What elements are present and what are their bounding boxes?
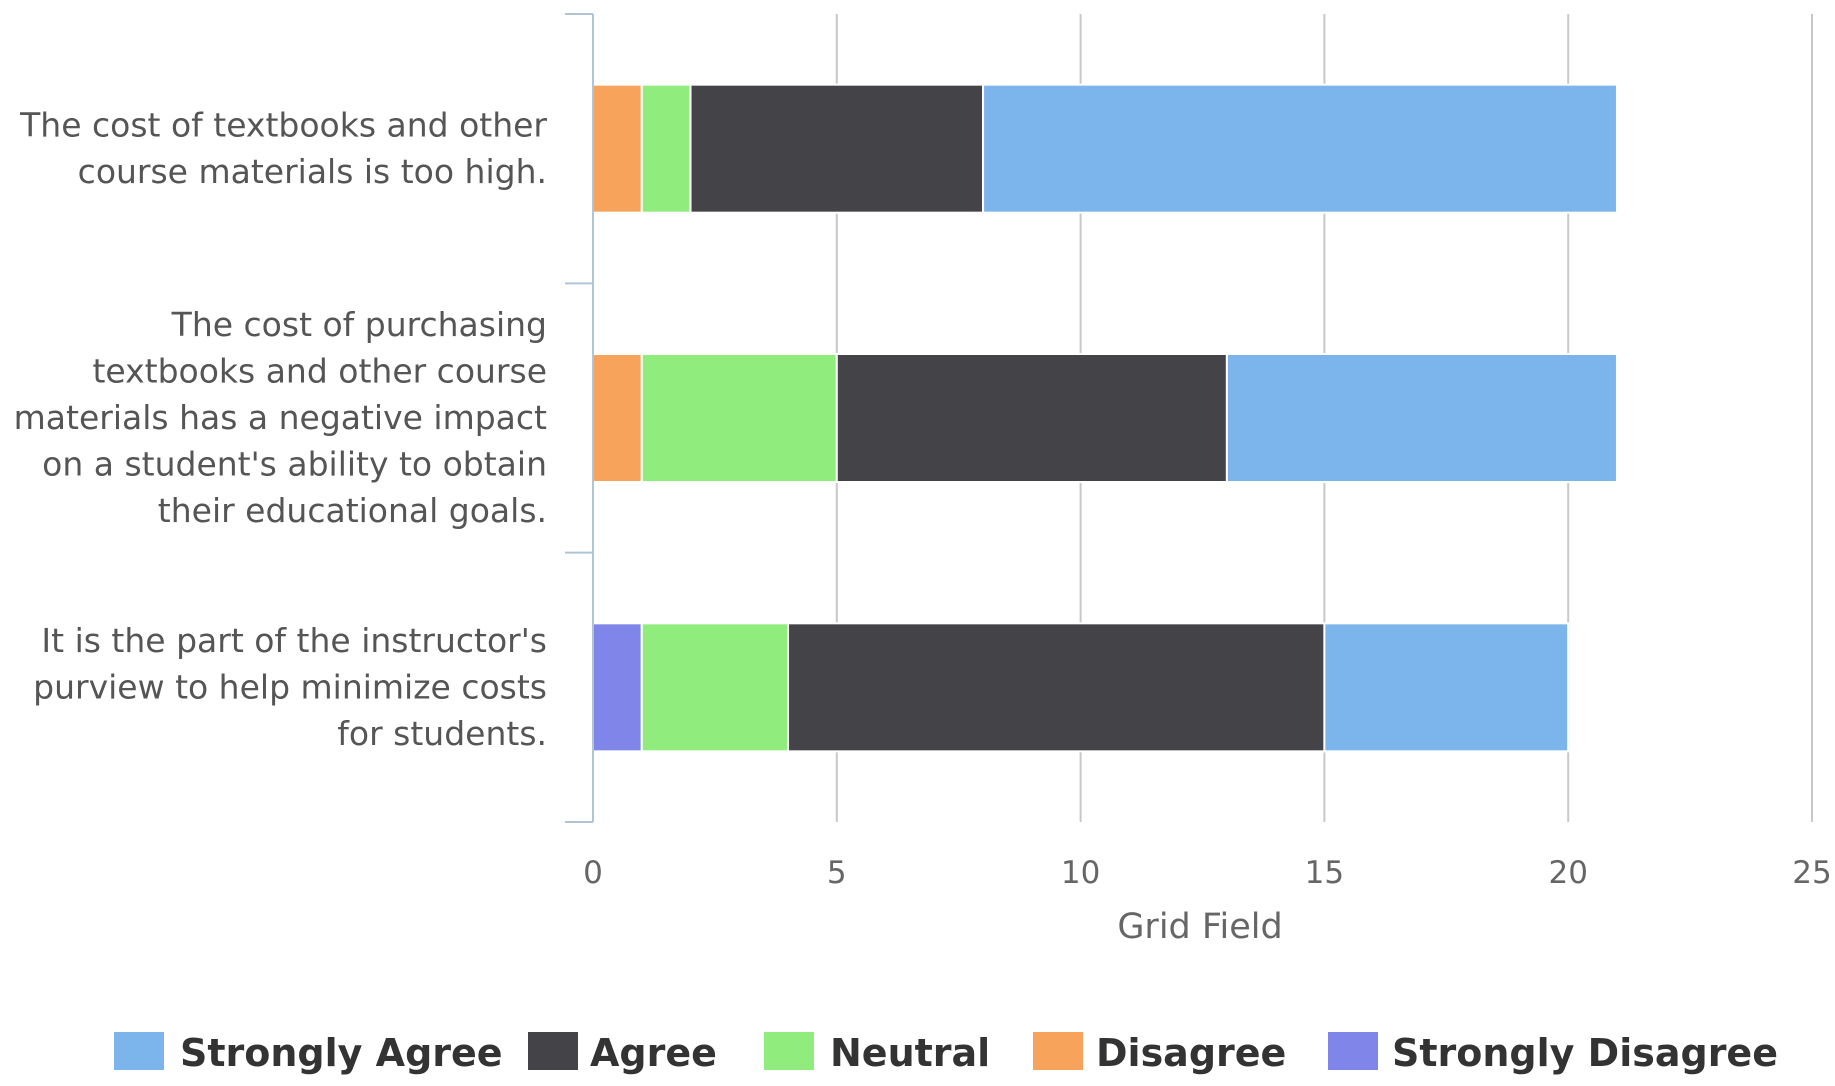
category-labels: The cost of textbooks and other course ma… bbox=[14, 105, 548, 752]
category-label: The cost of purchasing textbooks and othe… bbox=[14, 305, 547, 530]
legend-label: Disagree bbox=[1096, 1031, 1286, 1075]
legend-item: Strongly Disagree bbox=[1328, 1031, 1778, 1075]
x-tick-label: 15 bbox=[1305, 855, 1344, 891]
bar-segment-strongly-agree bbox=[982, 83, 1618, 214]
bar-segment-agree bbox=[787, 622, 1326, 753]
bar-segment-disagree bbox=[592, 353, 643, 483]
legend-label: Neutral bbox=[830, 1031, 990, 1075]
x-tick-label: 5 bbox=[827, 855, 847, 891]
x-tick-labels: 0 5 10 15 20 25 bbox=[583, 855, 1832, 891]
legend-label: Agree bbox=[590, 1031, 717, 1075]
bar-segment-strongly-disagree bbox=[592, 622, 643, 753]
bar-segment-disagree bbox=[592, 83, 643, 214]
bar-segment-neutral bbox=[640, 353, 838, 483]
legend-item: Neutral bbox=[764, 1031, 990, 1075]
bars bbox=[592, 83, 1618, 753]
x-tick-label: 25 bbox=[1792, 855, 1831, 891]
legend-label: Strongly Agree bbox=[180, 1031, 503, 1075]
x-tick-label: 10 bbox=[1061, 855, 1100, 891]
legend: Strongly Agree Agree Neutral Disagree Strong… bbox=[114, 1031, 1778, 1075]
bar-segment-neutral bbox=[640, 622, 790, 753]
legend-swatch bbox=[1033, 1032, 1083, 1070]
legend-swatch bbox=[114, 1032, 164, 1070]
legend-label: Strongly Disagree bbox=[1392, 1031, 1778, 1075]
x-tick-label: 20 bbox=[1548, 855, 1587, 891]
x-axis-title: Grid Field bbox=[1117, 907, 1282, 947]
legend-item: Strongly Agree bbox=[114, 1031, 503, 1075]
bar-segment-strongly-agree bbox=[1323, 622, 1570, 753]
x-tick-label: 0 bbox=[583, 855, 603, 891]
legend-swatch bbox=[528, 1032, 578, 1070]
bar-segment-agree bbox=[835, 353, 1228, 483]
category-label: It is the part of the instructor's purvie… bbox=[33, 621, 547, 753]
legend-item: Agree bbox=[528, 1031, 717, 1075]
legend-swatch bbox=[764, 1032, 814, 1070]
bar-segment-neutral bbox=[640, 83, 692, 214]
category-label: The cost of textbooks and other course ma… bbox=[19, 105, 547, 191]
legend-item: Disagree bbox=[1033, 1031, 1286, 1075]
y-axis bbox=[565, 13, 594, 823]
bar-segment-agree bbox=[689, 83, 985, 214]
bar-segment-strongly-agree bbox=[1225, 353, 1618, 483]
legend-swatch bbox=[1328, 1032, 1378, 1070]
